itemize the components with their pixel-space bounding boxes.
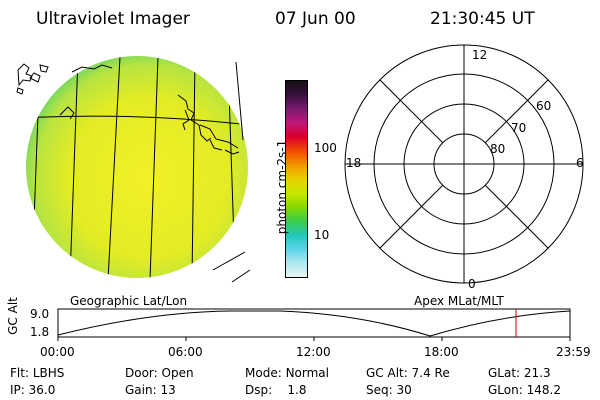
ip-value: 36.0 <box>28 383 56 397</box>
mlt-label-12: 12 <box>472 48 487 62</box>
seq-value: 30 <box>396 383 412 397</box>
altitude-curve <box>57 310 571 337</box>
alt-xtick-2: 12:00 <box>296 345 331 359</box>
glat-value: 21.3 <box>523 366 551 380</box>
time-label: 21:30:45 UT <box>430 9 535 29</box>
gain-value: 13 <box>160 383 176 397</box>
colorbar-tick-100: 100 <box>314 141 337 155</box>
gcalt-value: 7.4 Re <box>411 366 450 380</box>
instrument-title: Ultraviolet Imager <box>36 9 190 29</box>
mlat-label-60: 60 <box>536 99 551 113</box>
alt-ytick-1-8: 1.8 <box>30 325 49 339</box>
alt-ytick-9: 9.0 <box>30 307 49 321</box>
date-label: 07 Jun 00 <box>275 9 356 29</box>
mlat-label-80: 80 <box>490 142 505 156</box>
polar-caption: Apex MLat/MLT <box>414 294 504 308</box>
alt-ylabel: GC Alt <box>6 297 20 335</box>
glat-row: GLat: 21.3 <box>488 366 551 380</box>
flt-row: Flt: LBHS <box>10 366 65 380</box>
mlt-label-18: 18 <box>346 156 361 170</box>
colorbar-tick-10: 10 <box>314 228 330 242</box>
door-value: Open <box>161 366 194 380</box>
mlat-label-70: 70 <box>511 121 526 135</box>
globe-caption: Geographic Lat/Lon <box>70 294 188 308</box>
dsp-row: Dsp: 1.8 <box>245 383 307 397</box>
seq-row: Seq: 30 <box>366 383 412 397</box>
mlt-label-6: 6 <box>576 156 584 170</box>
colorbar <box>285 80 308 278</box>
mlt-label-0: 0 <box>468 277 476 291</box>
door-row: Door: Open <box>125 366 194 380</box>
flt-value: LBHS <box>32 366 65 380</box>
alt-xtick-3: 18:00 <box>424 345 459 359</box>
mode-row: Mode: Normal <box>245 366 329 380</box>
gain-row: Gain: 13 <box>125 383 176 397</box>
ip-row: IP: 36.0 <box>10 383 56 397</box>
gcalt-row: GC Alt: 7.4 Re <box>366 366 450 380</box>
mode-value: Normal <box>285 366 329 380</box>
glon-value: 148.2 <box>526 383 561 397</box>
glon-row: GLon: 148.2 <box>488 383 561 397</box>
alt-xtick-0: 00:00 <box>40 345 75 359</box>
dsp-value: 1.8 <box>287 383 307 397</box>
coastlines <box>16 63 240 155</box>
alt-xtick-1: 06:00 <box>168 345 203 359</box>
alt-xtick-4: 23:59 <box>556 345 591 359</box>
